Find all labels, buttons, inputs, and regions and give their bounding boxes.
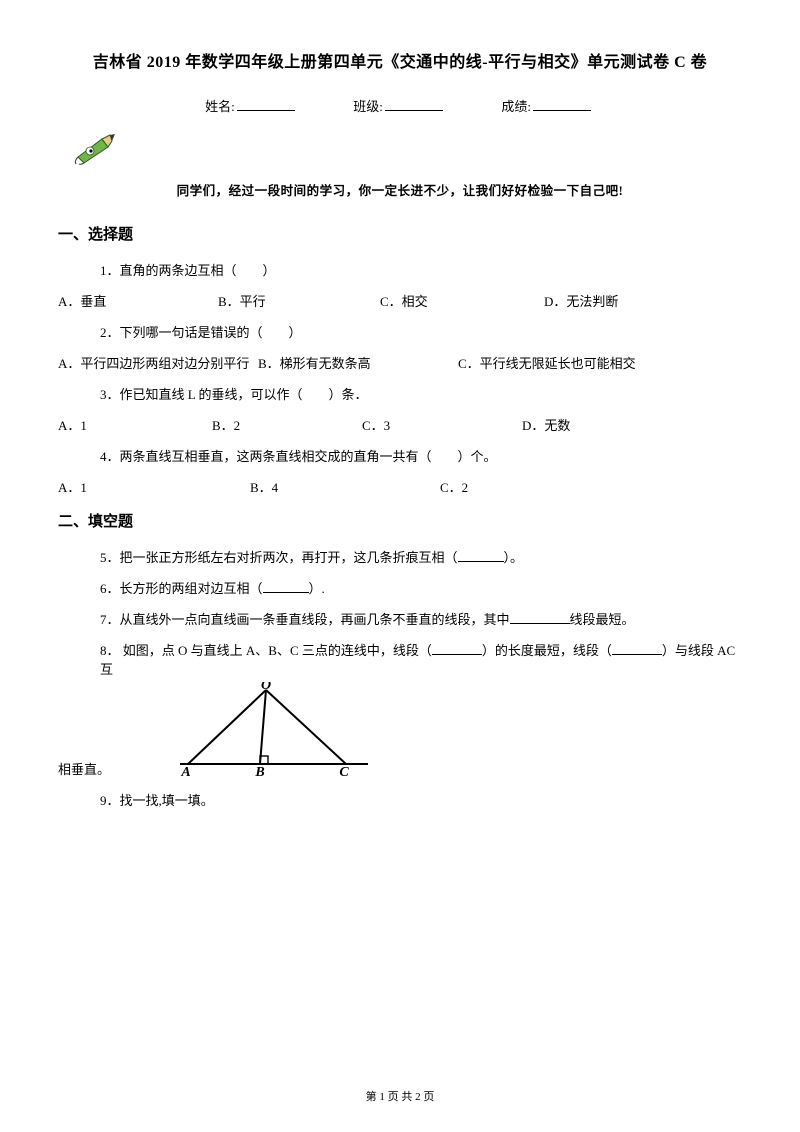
q2-opt-b: B．梯形有无数条高 [258, 353, 458, 372]
q5-pre: 5．把一张正方形纸左右对折两次，再打开，这几条折痕互相（ [100, 550, 458, 565]
pencil-icon [72, 129, 742, 170]
q8-mid1: ）的长度最短，线段（ [482, 643, 612, 658]
q3-opt-c: C．3 [362, 415, 522, 434]
q3-opt-a: A．1 [58, 415, 212, 434]
q2-text: 2．下列哪一句话是错误的（ ） [100, 322, 742, 341]
q7-blank [510, 610, 570, 624]
q8-blank2 [612, 641, 662, 655]
triangle-figure: O A B C [174, 682, 374, 778]
q4-opt-c: C．2 [440, 477, 468, 496]
q2-options: A．平行四边形两组对边分别平行 B．梯形有无数条高 C．平行线无限延长也可能相交 [58, 353, 742, 372]
q4-opt-a: A．1 [58, 477, 250, 496]
q6-blank [263, 579, 309, 593]
label-A: A [180, 765, 190, 778]
q7-post: 线段最短。 [570, 612, 635, 627]
q3-opt-b: B．2 [212, 415, 362, 434]
label-O: O [261, 682, 271, 693]
page-title: 吉林省 2019 年数学四年级上册第四单元《交通中的线-平行与相交》单元测试卷 … [58, 48, 742, 72]
q6-post: ）. [309, 581, 325, 596]
q6-pre: 6．长方形的两组对边互相（ [100, 581, 263, 596]
q8: 8． 如图，点 O 与直线上 A、B、C 三点的连线中，线段（ ）的长度最短，线段… [58, 640, 742, 778]
q8-blank1 [432, 641, 482, 655]
q2-opt-a: A．平行四边形两组对边分别平行 [58, 353, 258, 372]
q1-opt-c: C．相交 [380, 291, 544, 310]
q2-opt-c: C．平行线无限延长也可能相交 [458, 353, 636, 372]
q7-pre: 7．从直线外一点向直线画一条垂直线段，再画几条不垂直的线段，其中 [100, 612, 510, 627]
section-2-head: 二、填空题 [58, 510, 742, 531]
q4-opt-b: B．4 [250, 477, 440, 496]
q8-pre: 8． 如图，点 O 与直线上 A、B、C 三点的连线中，线段（ [100, 643, 432, 658]
label-C: C [339, 765, 349, 778]
q1-opt-a: A．垂直 [58, 291, 218, 310]
q7: 7．从直线外一点向直线画一条垂直线段，再画几条不垂直的线段，其中 线段最短。 [100, 609, 742, 628]
class-blank [385, 110, 443, 111]
info-row: 姓名: 班级: 成绩: [58, 96, 742, 115]
class-label: 班级: [353, 99, 383, 114]
q4-text: 4．两条直线互相垂直，这两条直线相交成的直角一共有（ ）个。 [100, 446, 742, 465]
score-label: 成绩: [501, 99, 531, 114]
score-blank [533, 110, 591, 111]
q1-text: 1．直角的两条边互相（ ） [100, 260, 742, 279]
q5-blank [458, 548, 504, 562]
label-B: B [254, 765, 264, 778]
name-blank [237, 110, 295, 111]
q9-text: 9．找一找,填一填。 [100, 790, 742, 809]
q8-trailing: 相垂直。 [58, 759, 110, 778]
q3-text: 3．作已知直线 L 的垂线，可以作（ ）条． [100, 384, 742, 403]
q1-opt-d: D．无法判断 [544, 291, 618, 310]
q6: 6．长方形的两组对边互相（ ）. [100, 578, 742, 597]
q1-options: A．垂直 B．平行 C．相交 D．无法判断 [58, 291, 742, 310]
page-footer: 第 1 页 共 2 页 [0, 1088, 800, 1104]
q4-options: A．1 B．4 C．2 [58, 477, 742, 496]
q5: 5．把一张正方形纸左右对折两次，再打开，这几条折痕互相（ ）。 [100, 547, 742, 566]
q3-opt-d: D．无数 [522, 415, 570, 434]
name-label: 姓名: [205, 99, 235, 114]
encourage-text: 同学们，经过一段时间的学习，你一定长进不少，让我们好好检验一下自己吧! [58, 180, 742, 199]
section-1-head: 一、选择题 [58, 223, 742, 244]
q3-options: A．1 B．2 C．3 D．无数 [58, 415, 742, 434]
q5-post: ）。 [504, 550, 524, 565]
q1-opt-b: B．平行 [218, 291, 380, 310]
